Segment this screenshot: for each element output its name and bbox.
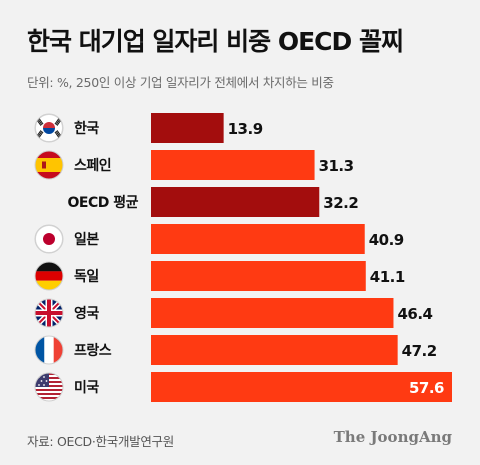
bar bbox=[151, 150, 315, 180]
value-label: 41.1 bbox=[370, 268, 405, 286]
chart-title: 한국 대기업 일자리 비중 OECD 꼴찌 bbox=[27, 27, 404, 56]
value-label: 13.9 bbox=[228, 120, 263, 138]
value-label: 46.4 bbox=[397, 305, 432, 323]
brand-logo: The JoongAng bbox=[333, 428, 452, 446]
category-label: 일본 bbox=[74, 232, 99, 248]
flag-korea-icon bbox=[35, 114, 63, 142]
category-label: 미국 bbox=[74, 380, 99, 396]
bar bbox=[151, 187, 320, 217]
flag-france-icon bbox=[35, 336, 63, 364]
flag-japan-icon-outline bbox=[34, 224, 64, 254]
flag-uk-icon-outline bbox=[34, 298, 64, 328]
category-label: 한국 bbox=[74, 121, 99, 137]
bar bbox=[151, 261, 366, 291]
value-label: 47.2 bbox=[402, 342, 437, 360]
bar bbox=[151, 298, 394, 328]
value-label: 31.3 bbox=[319, 157, 354, 175]
category-label: 프랑스 bbox=[74, 343, 112, 359]
value-label: 57.6 bbox=[409, 379, 444, 397]
flag-uk-icon bbox=[35, 299, 63, 327]
chart-subtitle: 단위: %, 250인 이상 기업 일자리가 전체에서 차지하는 비중 bbox=[27, 75, 334, 90]
flag-france-icon-outline bbox=[34, 335, 64, 365]
flag-spain-icon-outline bbox=[34, 150, 64, 180]
category-label: 독일 bbox=[74, 269, 99, 285]
source-note: 자료: OECD·한국개발연구원 bbox=[27, 434, 174, 449]
flag-germany-icon-outline bbox=[34, 261, 64, 291]
bar bbox=[151, 372, 452, 402]
flag-germany-icon bbox=[35, 262, 63, 290]
category-label: 영국 bbox=[74, 305, 99, 322]
flag-spain-icon bbox=[35, 151, 63, 179]
bar bbox=[151, 335, 398, 365]
flag-korea-icon-outline bbox=[34, 113, 64, 143]
flag-usa-icon-outline bbox=[34, 372, 64, 402]
value-label: 32.2 bbox=[323, 194, 358, 212]
bar bbox=[151, 224, 365, 254]
category-label: 스페인 bbox=[74, 157, 111, 174]
flag-japan-icon bbox=[35, 225, 63, 253]
category-label: OECD 평균 bbox=[68, 194, 139, 211]
bar bbox=[151, 113, 224, 143]
value-label: 40.9 bbox=[369, 231, 404, 249]
